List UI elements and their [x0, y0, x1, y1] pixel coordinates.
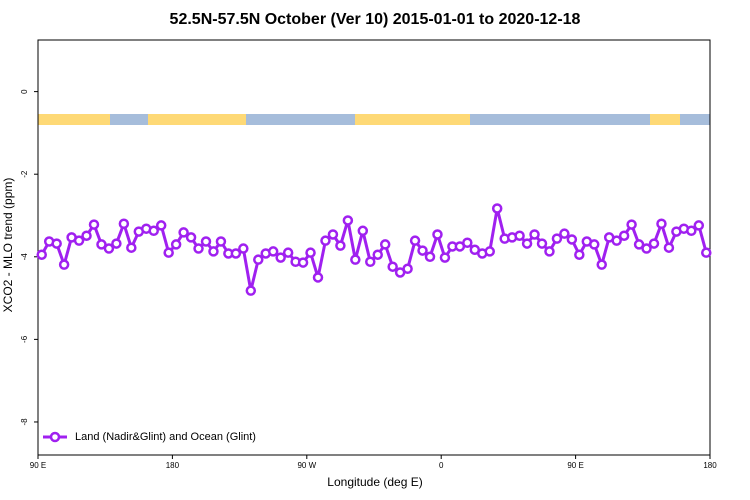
- data-point: [424, 251, 436, 263]
- data-point: [118, 218, 130, 230]
- y-tick-label: 0: [20, 89, 29, 94]
- legend-label: Land (Nadir&Glint) and Ocean (Glint): [75, 431, 256, 443]
- data-point: [686, 225, 697, 237]
- data-point: [215, 236, 227, 247]
- data-point: [253, 254, 264, 265]
- data-point: [81, 230, 92, 241]
- data-point: [559, 228, 570, 239]
- data-point: [230, 248, 242, 259]
- data-point: [58, 259, 70, 270]
- data-point: [462, 237, 473, 249]
- y-axis-label: XCO2 - MLO trend (ppm): [1, 178, 15, 313]
- data-point: [96, 239, 107, 250]
- data-point: [155, 220, 167, 231]
- data-point: [73, 235, 85, 246]
- legend-marker: [49, 431, 61, 443]
- data-point: [379, 239, 391, 250]
- data-point: [327, 229, 339, 240]
- data-point: [701, 247, 712, 258]
- data-line: [40, 206, 708, 293]
- data-point: [320, 235, 331, 246]
- data-point: [163, 247, 174, 258]
- x-tick-label: 90 E: [567, 461, 583, 470]
- data-point: [312, 272, 324, 283]
- data-point: [342, 215, 354, 226]
- data-point: [282, 247, 294, 258]
- x-tick-label: 180: [703, 461, 717, 470]
- data-point: [693, 220, 705, 231]
- data-point: [275, 252, 286, 263]
- y-tick-label: -4: [20, 253, 29, 261]
- data-point: [648, 238, 660, 249]
- data-point: [148, 225, 159, 237]
- x-tick-label: 0: [439, 461, 444, 470]
- y-tick-label: -2: [20, 170, 29, 178]
- data-point: [238, 243, 249, 254]
- data-point: [529, 229, 540, 240]
- data-point: [111, 238, 122, 249]
- data-point: [208, 246, 219, 257]
- data-point: [335, 240, 346, 251]
- data-point: [178, 227, 189, 238]
- data-point: [51, 238, 62, 249]
- data-point: [357, 225, 369, 237]
- data-point: [409, 235, 421, 246]
- data-point: [491, 203, 503, 214]
- chart-title: 52.5N-57.5N October (Ver 10) 2015-01-01 …: [170, 11, 581, 28]
- data-point: [432, 229, 443, 240]
- data-point: [402, 263, 413, 275]
- x-tick-label: 90 E: [30, 461, 46, 470]
- data-point: [536, 238, 548, 249]
- data-point: [193, 243, 204, 254]
- data-point: [305, 247, 316, 258]
- data-point: [350, 254, 361, 265]
- data-point: [589, 239, 600, 250]
- data-point: [365, 256, 376, 267]
- data-point: [574, 249, 585, 260]
- data-point: [103, 243, 115, 254]
- y-tick-label: -6: [20, 335, 29, 343]
- data-point: [544, 246, 555, 257]
- data-point: [521, 238, 533, 249]
- data-point: [551, 233, 563, 244]
- y-tick-label: -8: [20, 418, 29, 426]
- data-point: [656, 218, 667, 230]
- data-point: [663, 242, 675, 253]
- data-point: [611, 235, 622, 246]
- data-point: [596, 259, 607, 270]
- data-point: [245, 285, 257, 296]
- data-point: [633, 239, 645, 250]
- data-point: [297, 257, 309, 268]
- data-point: [514, 230, 525, 241]
- data-point: [200, 236, 212, 247]
- data-point: [267, 246, 279, 257]
- x-axis-label: Longitude (deg E): [327, 475, 422, 489]
- x-tick-label: 90 W: [297, 461, 316, 470]
- data-point: [372, 249, 383, 260]
- data-point: [484, 246, 495, 257]
- data-point: [126, 242, 137, 253]
- x-tick-label: 180: [166, 461, 180, 470]
- data-point: [641, 243, 652, 254]
- data-point: [170, 239, 182, 250]
- data-point: [439, 252, 451, 263]
- data-point: [387, 261, 398, 272]
- data-point: [417, 245, 428, 256]
- plot-frame: [37, 39, 711, 456]
- land-ocean-strip: [38, 114, 710, 125]
- data-point: [566, 234, 578, 245]
- data-point: [626, 219, 637, 230]
- data-point: [36, 249, 47, 260]
- data-point: [88, 219, 100, 230]
- data-point: [618, 230, 630, 241]
- data-point: [185, 232, 197, 243]
